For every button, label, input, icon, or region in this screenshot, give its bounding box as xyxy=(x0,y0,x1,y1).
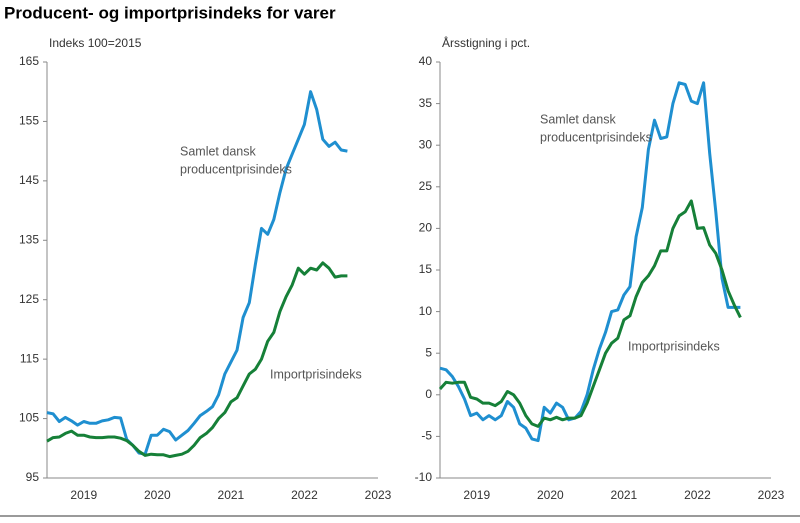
series-line xyxy=(46,90,348,456)
annotation: producentprisindeks xyxy=(180,162,292,176)
y-tick-label: 25 xyxy=(419,179,433,193)
y-tick-label: -10 xyxy=(415,470,433,484)
y-tick-label: 105 xyxy=(19,411,39,425)
y-tick-label: 115 xyxy=(20,351,39,365)
y-tick-label: -5 xyxy=(421,429,432,443)
y-tick-label: 40 xyxy=(419,54,433,68)
y-tick-label: 35 xyxy=(419,96,433,110)
y-tick-label: 125 xyxy=(19,292,39,306)
x-tick-label: 2020 xyxy=(537,488,564,502)
y-tick-label: 30 xyxy=(419,137,433,151)
y-tick-label: 165 xyxy=(19,54,39,68)
y-tick-label: 10 xyxy=(419,304,433,318)
x-tick-label: 2019 xyxy=(463,488,490,502)
y-tick-label: 135 xyxy=(19,232,39,246)
x-tick-label: 2021 xyxy=(218,488,245,502)
x-tick-label: 2022 xyxy=(684,488,711,502)
x-tick-label: 2023 xyxy=(365,488,392,502)
annotation: producentprisindeks xyxy=(540,130,652,144)
y-axis-label: Årsstigning i pct. xyxy=(442,35,530,50)
x-tick-label: 2020 xyxy=(144,488,171,502)
annotation: Samlet dansk xyxy=(180,144,256,158)
y-tick-label: 20 xyxy=(419,221,433,235)
y-tick-label: 95 xyxy=(26,470,40,484)
y-tick-label: 0 xyxy=(425,387,432,401)
annotation: Samlet dansk xyxy=(540,112,616,126)
x-tick-label: 2021 xyxy=(611,488,638,502)
series-line xyxy=(439,81,741,443)
page-title: Producent- og importprisindeks for varer xyxy=(4,3,336,22)
series-line xyxy=(438,199,742,428)
x-tick-label: 2023 xyxy=(758,488,785,502)
annotation: Importprisindeks xyxy=(628,339,720,353)
y-tick-label: 15 xyxy=(419,262,433,276)
y-tick-label: 5 xyxy=(425,345,432,359)
y-axis-label: Indeks 100=2015 xyxy=(49,36,142,50)
y-tick-label: 155 xyxy=(19,114,39,128)
x-tick-label: 2019 xyxy=(70,488,97,502)
y-tick-label: 145 xyxy=(19,173,39,187)
x-tick-label: 2022 xyxy=(291,488,318,502)
series-line xyxy=(46,261,348,459)
annotation: Importprisindeks xyxy=(270,367,362,381)
